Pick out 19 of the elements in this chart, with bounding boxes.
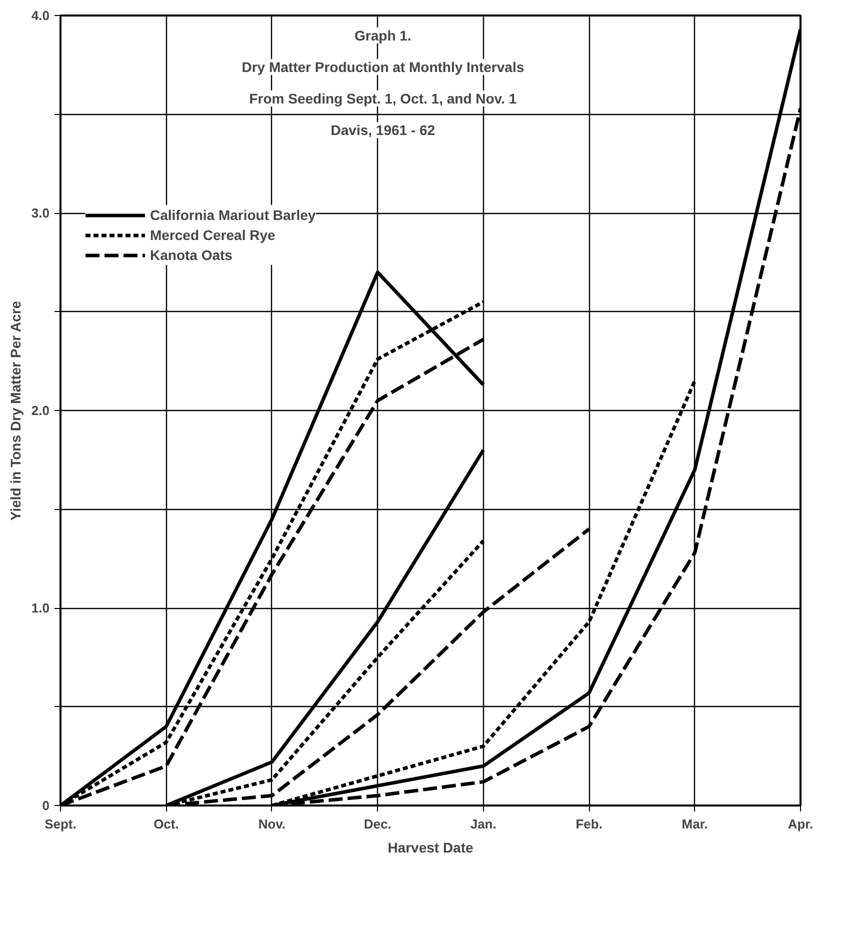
x-tick-label: Sept.	[44, 816, 76, 832]
x-tick-label: Feb.	[576, 816, 602, 832]
y-tick-label: 2.0	[31, 403, 50, 418]
x-tick-label: Nov.	[258, 816, 286, 832]
x-axis-title: Harvest Date	[388, 840, 474, 856]
x-tick-label: Apr.	[788, 816, 814, 832]
y-tick-label: 4.0	[31, 8, 50, 23]
text: Graph 1. Dry Matter Production at Monthly Intervals From Seeding Sept. 1, Oct. 1, and Nov. 1 Davis, 1961 - 62	[242, 27, 524, 138]
legend-label: Merced Cereal Rye	[150, 227, 276, 243]
y-axis-title: Yield in Tons Dry Matter Per Acre	[7, 300, 24, 521]
y-tick-label: 0	[42, 798, 50, 813]
legend-label: California Mariout Barley	[150, 207, 316, 223]
y-tick-label: 3.0	[31, 206, 50, 220]
legend-label: Kanota Oats	[150, 247, 232, 263]
x-tick-label: Mar.	[682, 816, 708, 832]
y-tick-label: 1.0	[31, 600, 50, 616]
x-tick-label: Jan.	[470, 816, 496, 832]
x-tick-label: Dec.	[364, 816, 392, 832]
x-tick-label: Oct.	[154, 816, 179, 832]
